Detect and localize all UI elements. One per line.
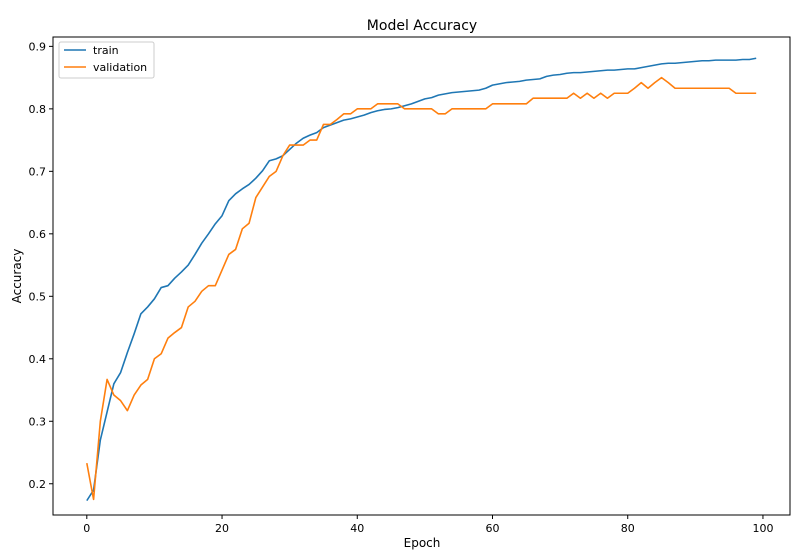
plot-frame xyxy=(52,36,791,516)
y-tick-label: 0.4 xyxy=(29,353,47,366)
x-tick-label: 80 xyxy=(621,522,635,535)
series-line-validation xyxy=(86,76,757,501)
x-tick-label: 0 xyxy=(83,522,90,535)
x-axis-ticks: 0 20 40 60 80 100 xyxy=(83,515,773,535)
legend-label-train: train xyxy=(93,44,119,57)
y-tick-label: 0.8 xyxy=(29,103,47,116)
y-axis-ticks: 0.2 0.3 0.4 0.5 0.6 0.7 0.8 0.9 xyxy=(29,40,53,491)
series-line-train xyxy=(86,57,757,502)
x-axis-label: Epoch xyxy=(404,536,441,550)
plot-area xyxy=(53,37,790,515)
y-tick-label: 0.7 xyxy=(29,165,47,178)
y-tick-label: 0.3 xyxy=(29,415,47,428)
y-tick-label: 0.5 xyxy=(29,290,47,303)
y-tick-label: 0.6 xyxy=(29,228,47,241)
x-tick-label: 40 xyxy=(350,522,364,535)
y-tick-label: 0.9 xyxy=(29,40,47,53)
legend-label-validation: validation xyxy=(93,61,147,74)
chart-title: Model Accuracy xyxy=(367,18,477,34)
x-tick-label: 20 xyxy=(215,522,229,535)
legend: train validation xyxy=(58,41,155,79)
y-tick-label: 0.2 xyxy=(29,478,47,491)
legend-box xyxy=(58,41,155,79)
x-tick-label: 60 xyxy=(485,522,499,535)
x-tick-label: 100 xyxy=(752,522,773,535)
y-axis-label: Accuracy xyxy=(10,249,24,304)
series-layer xyxy=(86,57,757,502)
